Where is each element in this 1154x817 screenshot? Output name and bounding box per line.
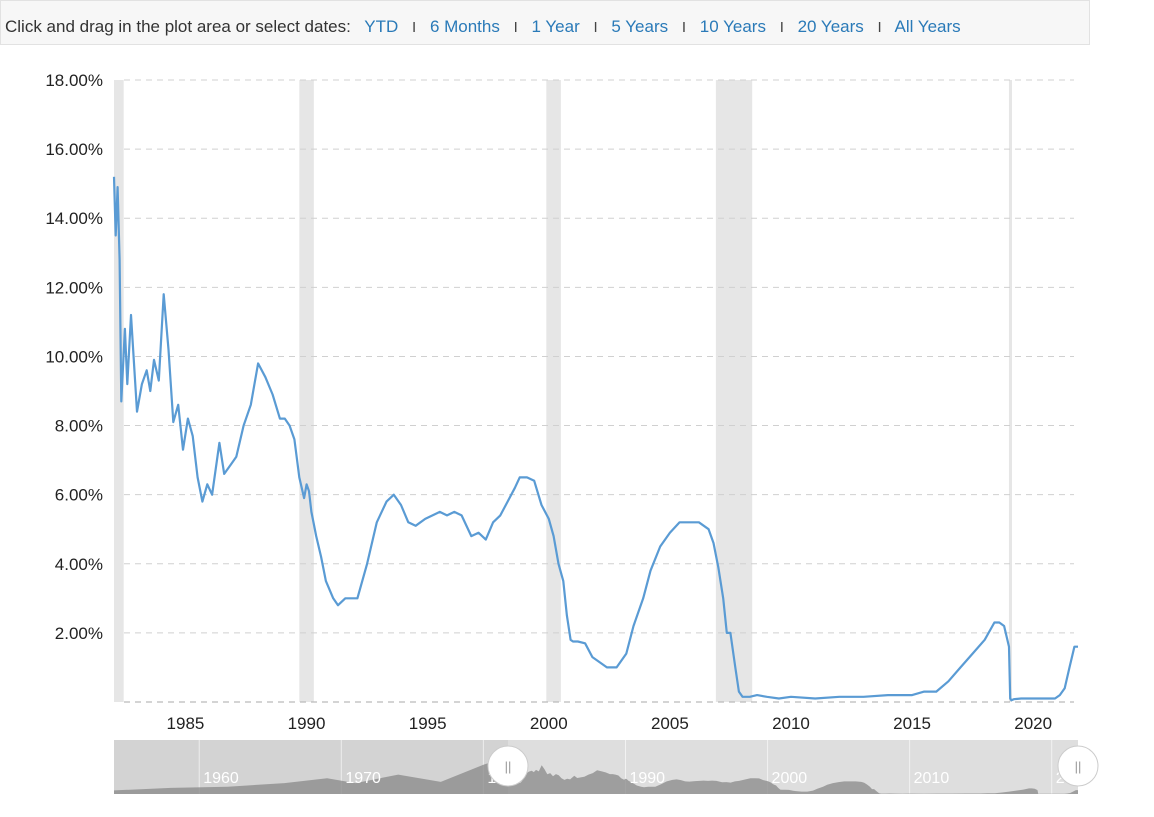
chart-grid: [124, 79, 1074, 703]
navigator-right-handle[interactable]: ||: [1057, 745, 1099, 787]
range-all-years-button[interactable]: All Years: [894, 17, 961, 36]
range-separator: I: [412, 19, 417, 36]
navigator-left-handle-label: ||: [505, 759, 512, 774]
range-separator: I: [513, 19, 518, 36]
range-1-year-button[interactable]: 1 Year: [531, 17, 580, 36]
date-range-toolbar: Click and drag in the plot area or selec…: [0, 0, 1090, 45]
x-tick-label: 1995: [409, 714, 447, 733]
navigator-label: 1970: [345, 770, 381, 787]
recession-band: [299, 80, 314, 702]
y-tick-label: 14.00%: [45, 209, 103, 228]
x-tick-label: 1985: [167, 714, 205, 733]
x-tick-label: 1990: [288, 714, 326, 733]
y-tick-label: 12.00%: [45, 278, 103, 297]
navigator-series: [114, 757, 1078, 794]
y-tick-label: 18.00%: [45, 71, 103, 90]
x-tick-label: 2010: [772, 714, 810, 733]
range-5-years-button[interactable]: 5 Years: [611, 17, 669, 36]
range-6-months-button[interactable]: 6 Months: [429, 17, 500, 36]
range-separator: I: [877, 19, 882, 36]
recession-band: [715, 80, 753, 702]
y-tick-label: 10.00%: [45, 347, 103, 366]
range-selector: Click and drag in the plot area or selec…: [5, 17, 961, 37]
navigator-left-handle[interactable]: ||: [487, 745, 529, 787]
recession-band: [546, 80, 561, 702]
recession-bands: [114, 80, 1012, 702]
range-separator: I: [593, 19, 598, 36]
recession-band: [1008, 80, 1012, 702]
navigator-label: 2010: [914, 770, 950, 787]
navigator-label: 1990: [629, 770, 665, 787]
y-tick-label: 16.00%: [45, 140, 103, 159]
y-tick-label: 4.00%: [55, 555, 103, 574]
series-line: [112, 176, 1078, 702]
range-ytd-button[interactable]: YTD: [364, 17, 399, 36]
x-tick-label: 2005: [651, 714, 689, 733]
x-tick-label: 2020: [1014, 714, 1052, 733]
y-tick-label: 2.00%: [55, 624, 103, 643]
range-prompt: Click and drag in the plot area or selec…: [5, 17, 351, 36]
range-separator: I: [779, 19, 784, 36]
y-axis-labels: 2.00% 4.00% 6.00% 8.00% 10.00% 12.00% 14.00% 16…: [45, 71, 103, 643]
recession-band: [114, 80, 124, 702]
navigator-label: 1960: [203, 770, 239, 787]
navigator-label: 2000: [772, 770, 808, 787]
range-20-years-button[interactable]: 20 Years: [797, 17, 864, 36]
x-tick-label: 2000: [530, 714, 568, 733]
x-tick-label: 2015: [893, 714, 931, 733]
y-tick-label: 8.00%: [55, 417, 103, 436]
y-tick-label: 6.00%: [55, 486, 103, 505]
navigator-right-handle-label: ||: [1075, 759, 1082, 774]
range-10-years-button[interactable]: 10 Years: [699, 17, 766, 36]
line-chart[interactable]: 2.00% 4.00% 6.00% 8.00% 10.00% 12.00% 14.00% 16…: [0, 0, 1154, 740]
navigator[interactable]: 1960197019801990200020102020 || ||: [0, 738, 1154, 798]
x-axis-labels: 1985 1990 1995 2000 2005 2010 2015 2020: [167, 714, 1053, 733]
range-separator: I: [681, 19, 687, 36]
